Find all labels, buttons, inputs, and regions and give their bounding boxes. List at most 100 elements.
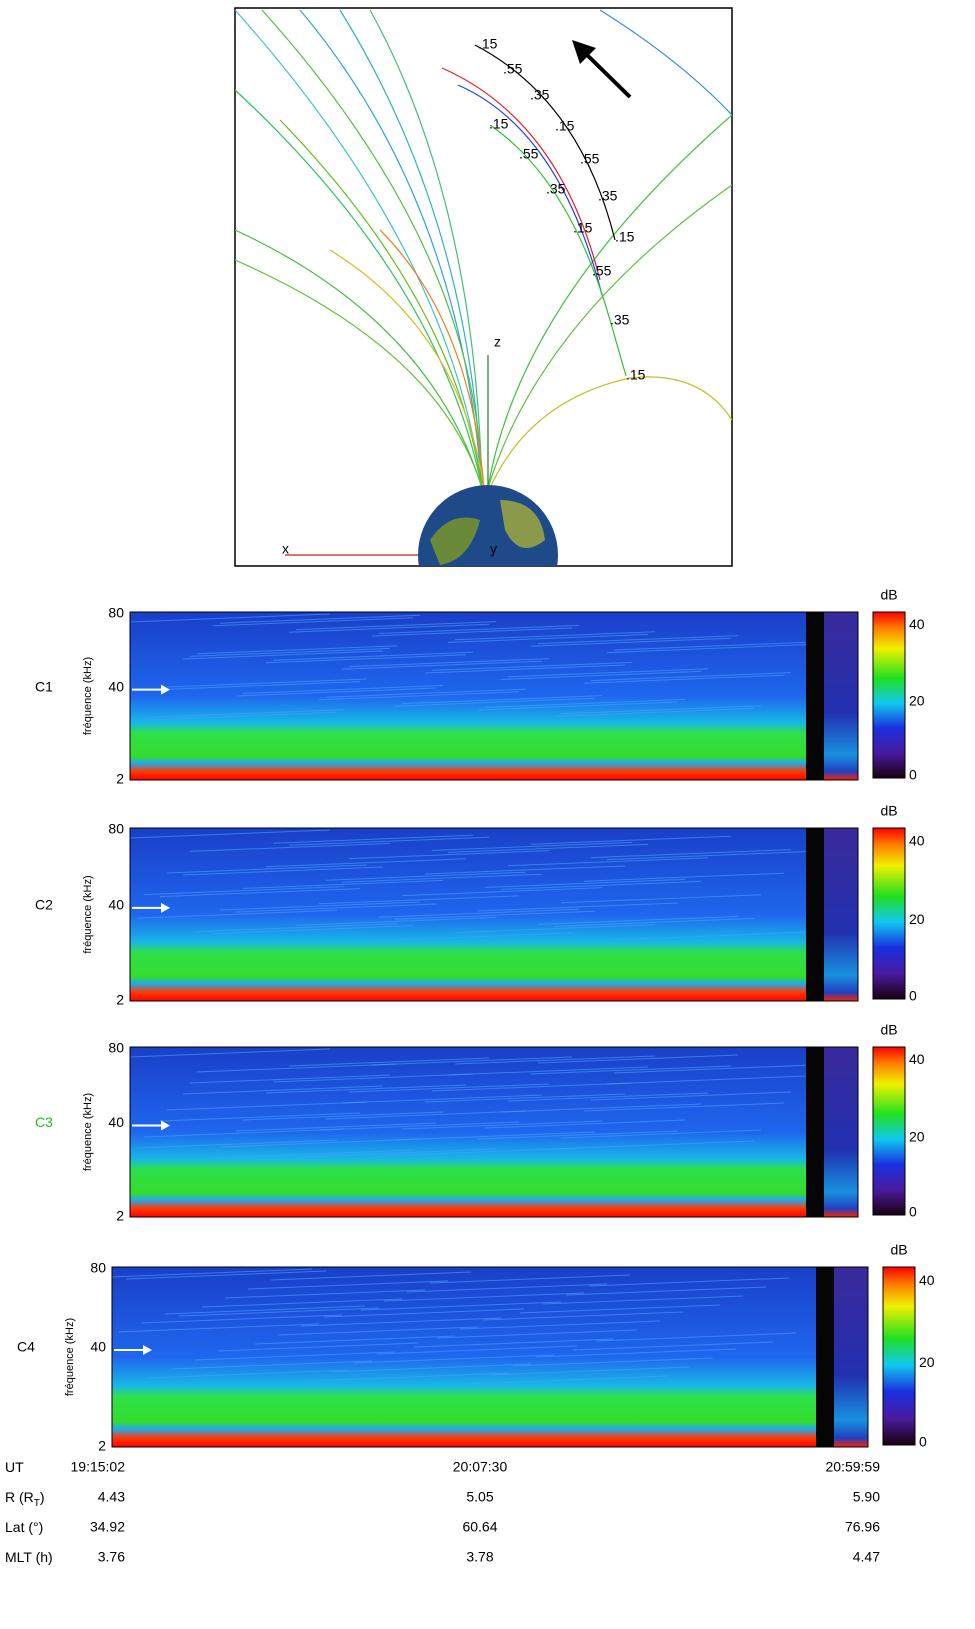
emission-line [330,1363,532,1373]
emission-line [590,672,792,682]
emission-line [424,865,626,875]
table-cell: 60.64 [462,1519,497,1535]
table-cell: 76.96 [845,1519,880,1535]
colorbar [872,1046,906,1216]
emission-line [164,1305,366,1315]
emission-line [196,645,398,655]
panel-label: C1 [35,678,53,694]
emission-line [613,641,815,651]
axis-label: z [494,334,501,350]
colorbar-tick-label: 40 [909,616,925,632]
emission-line [394,910,596,920]
y-tick-label: 2 [116,771,124,787]
marker-arrow-head [161,684,170,695]
emission-line [484,878,686,888]
emission-line [189,842,391,852]
row-label-part: MLT (h) [5,1549,53,1565]
emission-line [235,687,437,697]
track-label: .55 [592,263,612,279]
emission-line [378,908,580,918]
track-label: .15 [573,220,593,236]
row-label: UT [5,1459,24,1475]
emission-line [194,1351,396,1361]
emission-line [530,1065,732,1075]
table-cell: 4.47 [853,1549,880,1565]
emission-line [242,1111,444,1121]
emission-line [454,1055,656,1065]
emission-line [143,709,345,719]
emission-line [325,871,527,881]
emission-line [401,695,603,705]
plot-frame [111,1266,869,1448]
emission-line [371,1056,573,1066]
emission-line [288,1057,490,1067]
emission-line [613,931,815,941]
emission-line [560,894,762,904]
emission-line [159,1112,361,1122]
track-label: .15 [489,116,509,132]
emission-line [189,647,391,657]
emission-line [484,1119,686,1129]
y-tick-label: 40 [108,897,124,913]
emission-line [429,1274,631,1284]
y-axis-title: fréquence (kHz) [82,657,94,735]
emission-line [477,902,679,912]
colorbar-tick-label: 40 [919,1272,935,1288]
emission-line [530,637,732,647]
emission-line [148,1369,350,1379]
marker-arrow-head [161,902,170,913]
track-label: .55 [519,146,539,162]
emission-line [553,1140,755,1150]
track-label: .55 [580,151,600,167]
track-label: .15 [615,229,635,245]
row-label-part: R (R [5,1489,34,1505]
emission-line [424,664,626,674]
emission-line [166,864,368,874]
emission-line [353,1354,555,1364]
emission-line [348,850,550,860]
emission-line [196,1063,398,1073]
emission-line [277,1326,479,1336]
emission-line [378,624,580,634]
emission-line [500,1103,702,1113]
emission-line [360,1301,562,1311]
diagram-frame [234,7,733,567]
emission-line [613,1064,815,1074]
emission-line [507,1092,709,1102]
track-label: .15 [626,367,646,383]
emission-line [341,660,543,670]
emission-line [535,1348,737,1358]
spectrogram-tail [824,1047,858,1217]
colorbar-tick-label: 20 [919,1354,935,1370]
emission-line [507,857,709,867]
emission-line [431,841,633,851]
emission-line [295,916,497,926]
emission-line [212,925,414,935]
table-cell: 19:15:02 [71,1459,126,1475]
colorbar [872,827,906,1000]
y-tick-label: 80 [108,1040,124,1056]
emission-line [242,879,444,889]
emission-line [583,872,785,882]
colorbar-tick-label: 20 [909,911,925,927]
emission-line [189,1074,391,1084]
emission-line [512,1357,714,1367]
emission-line [477,1130,679,1140]
table-cell: 3.78 [466,1549,493,1565]
colorbar-unit: dB [880,587,897,603]
emission-line [482,1311,684,1321]
y-tick-label: 2 [116,992,124,1008]
emission-line [182,1085,384,1095]
emission-line [537,915,739,925]
emission-line [447,1066,649,1076]
data-gap [806,612,824,780]
emission-line [136,1139,338,1149]
y-tick-label: 40 [108,678,124,694]
table-cell: 4.43 [98,1489,125,1505]
emission-line [129,829,331,839]
panel-label: C2 [35,897,53,913]
y-axis-title: fréquence (kHz) [82,1093,94,1171]
colorbar-tick-label: 20 [909,692,925,708]
emission-line [454,631,656,641]
